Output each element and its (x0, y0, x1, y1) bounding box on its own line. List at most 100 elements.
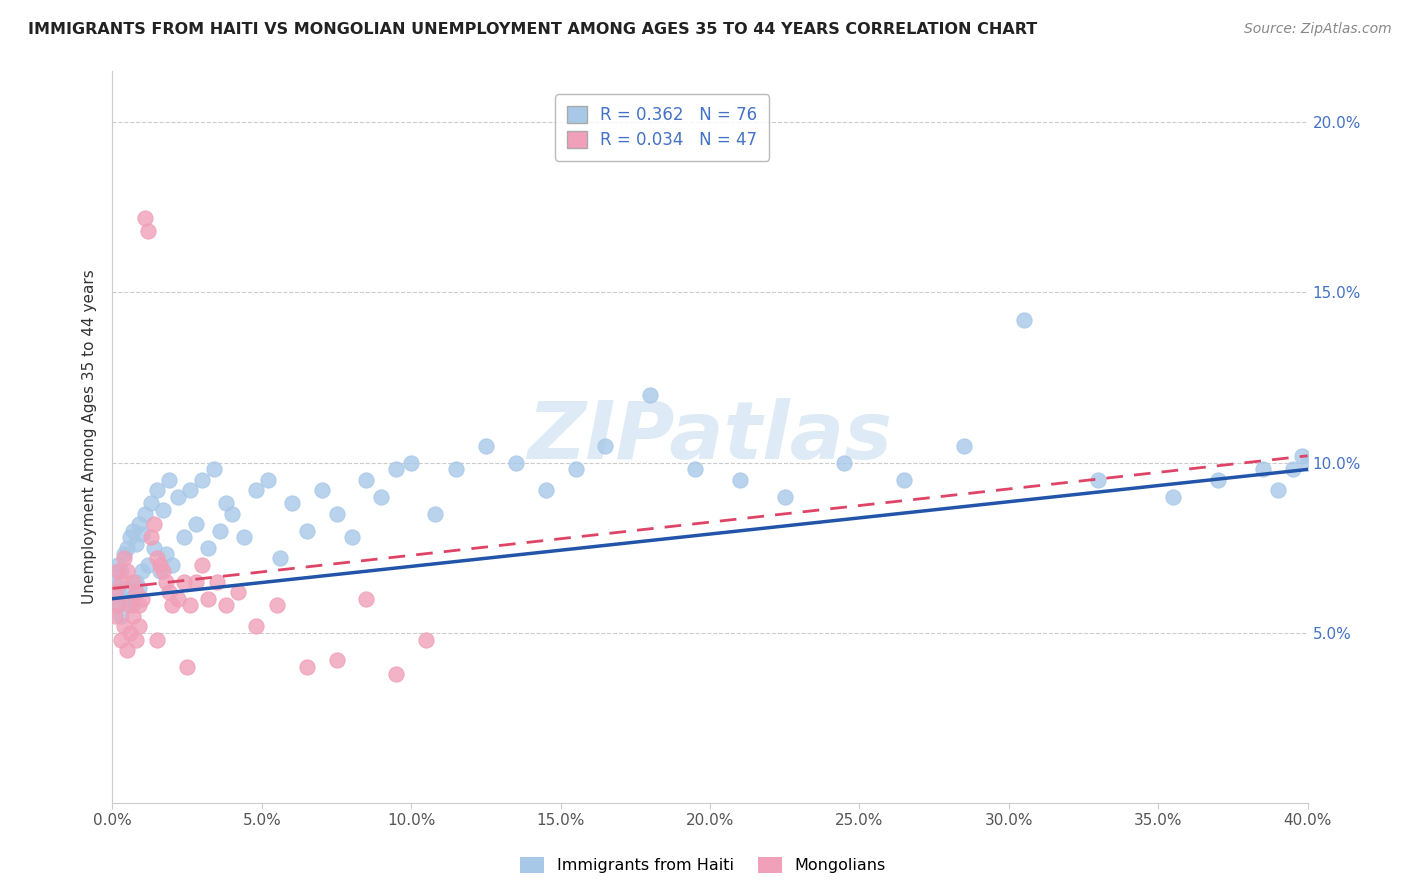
Point (152, 503, 174, 517)
Point (107, 599, 129, 613)
Point (893, 473, 915, 487)
Point (640, 387, 662, 401)
Point (128, 619, 150, 633)
Point (162, 558, 183, 572)
Point (595, 439, 617, 453)
Point (425, 507, 447, 521)
Point (215, 599, 238, 613)
Point (534, 483, 557, 497)
Point (122, 599, 145, 613)
Point (128, 582, 150, 596)
Point (505, 456, 527, 470)
Point (110, 608, 132, 623)
Point (340, 531, 363, 545)
Point (120, 531, 142, 545)
Point (281, 496, 304, 510)
Point (152, 565, 174, 579)
Point (125, 574, 148, 589)
Point (1161, 490, 1184, 504)
Point (107, 585, 129, 599)
Point (953, 439, 976, 453)
Point (157, 473, 180, 487)
Point (475, 439, 498, 453)
Point (186, 574, 208, 589)
Point (1296, 456, 1319, 470)
Point (110, 574, 132, 589)
Point (356, 591, 378, 606)
Point (1281, 462, 1303, 476)
Point (149, 565, 172, 579)
Point (202, 462, 225, 476)
Point (1251, 462, 1274, 476)
Point (385, 666, 408, 681)
Point (325, 507, 347, 521)
Point (104, 599, 127, 613)
Point (245, 619, 267, 633)
Point (117, 541, 139, 555)
Point (167, 490, 190, 504)
Point (146, 632, 169, 647)
Point (128, 516, 150, 531)
Point (245, 483, 267, 497)
Text: IMMIGRANTS FROM HAITI VS MONGOLIAN UNEMPLOYMENT AMONG AGES 35 TO 44 YEARS CORREL: IMMIGRANTS FROM HAITI VS MONGOLIAN UNEMP… (28, 22, 1038, 37)
Point (179, 483, 201, 497)
Point (233, 531, 256, 545)
Point (155, 548, 177, 562)
Point (444, 462, 467, 476)
Point (311, 483, 333, 497)
Point (122, 608, 145, 623)
Point (114, 619, 135, 633)
Point (209, 524, 232, 538)
Point (128, 599, 150, 613)
Text: Source: ZipAtlas.com: Source: ZipAtlas.com (1244, 22, 1392, 37)
Point (269, 550, 291, 565)
Point (1291, 449, 1313, 463)
Text: ZIPatlas: ZIPatlas (527, 398, 893, 476)
Point (120, 599, 142, 613)
Point (173, 574, 195, 589)
Point (117, 642, 139, 657)
Point (114, 591, 135, 606)
Point (131, 527, 153, 541)
Point (110, 565, 132, 579)
Point (295, 659, 318, 673)
Point (117, 582, 139, 596)
Point (122, 574, 145, 589)
Point (1206, 473, 1229, 487)
Point (125, 632, 148, 647)
Point (226, 585, 249, 599)
Point (131, 565, 153, 579)
Point (1087, 473, 1109, 487)
Point (104, 574, 127, 589)
Point (257, 473, 280, 487)
Point (122, 524, 145, 538)
Point (162, 599, 183, 613)
Point (125, 537, 148, 551)
Point (205, 574, 228, 589)
Point (191, 558, 214, 572)
Point (117, 565, 139, 579)
Point (834, 456, 856, 470)
Point (143, 516, 166, 531)
Point (131, 591, 153, 606)
Point (683, 462, 706, 476)
Point (138, 224, 160, 238)
Point (1012, 312, 1035, 326)
Point (134, 211, 156, 225)
Point (415, 632, 437, 647)
Point (138, 558, 160, 572)
Point (125, 585, 148, 599)
Point (143, 541, 166, 555)
Point (110, 632, 132, 647)
Point (155, 574, 177, 589)
Point (325, 653, 347, 667)
Point (197, 591, 219, 606)
Point (773, 490, 796, 504)
Legend: Immigrants from Haiti, Mongolians: Immigrants from Haiti, Mongolians (513, 850, 893, 880)
Point (295, 524, 318, 538)
Point (385, 462, 408, 476)
Point (215, 496, 238, 510)
Point (120, 591, 142, 606)
Point (728, 473, 751, 487)
Point (157, 585, 180, 599)
